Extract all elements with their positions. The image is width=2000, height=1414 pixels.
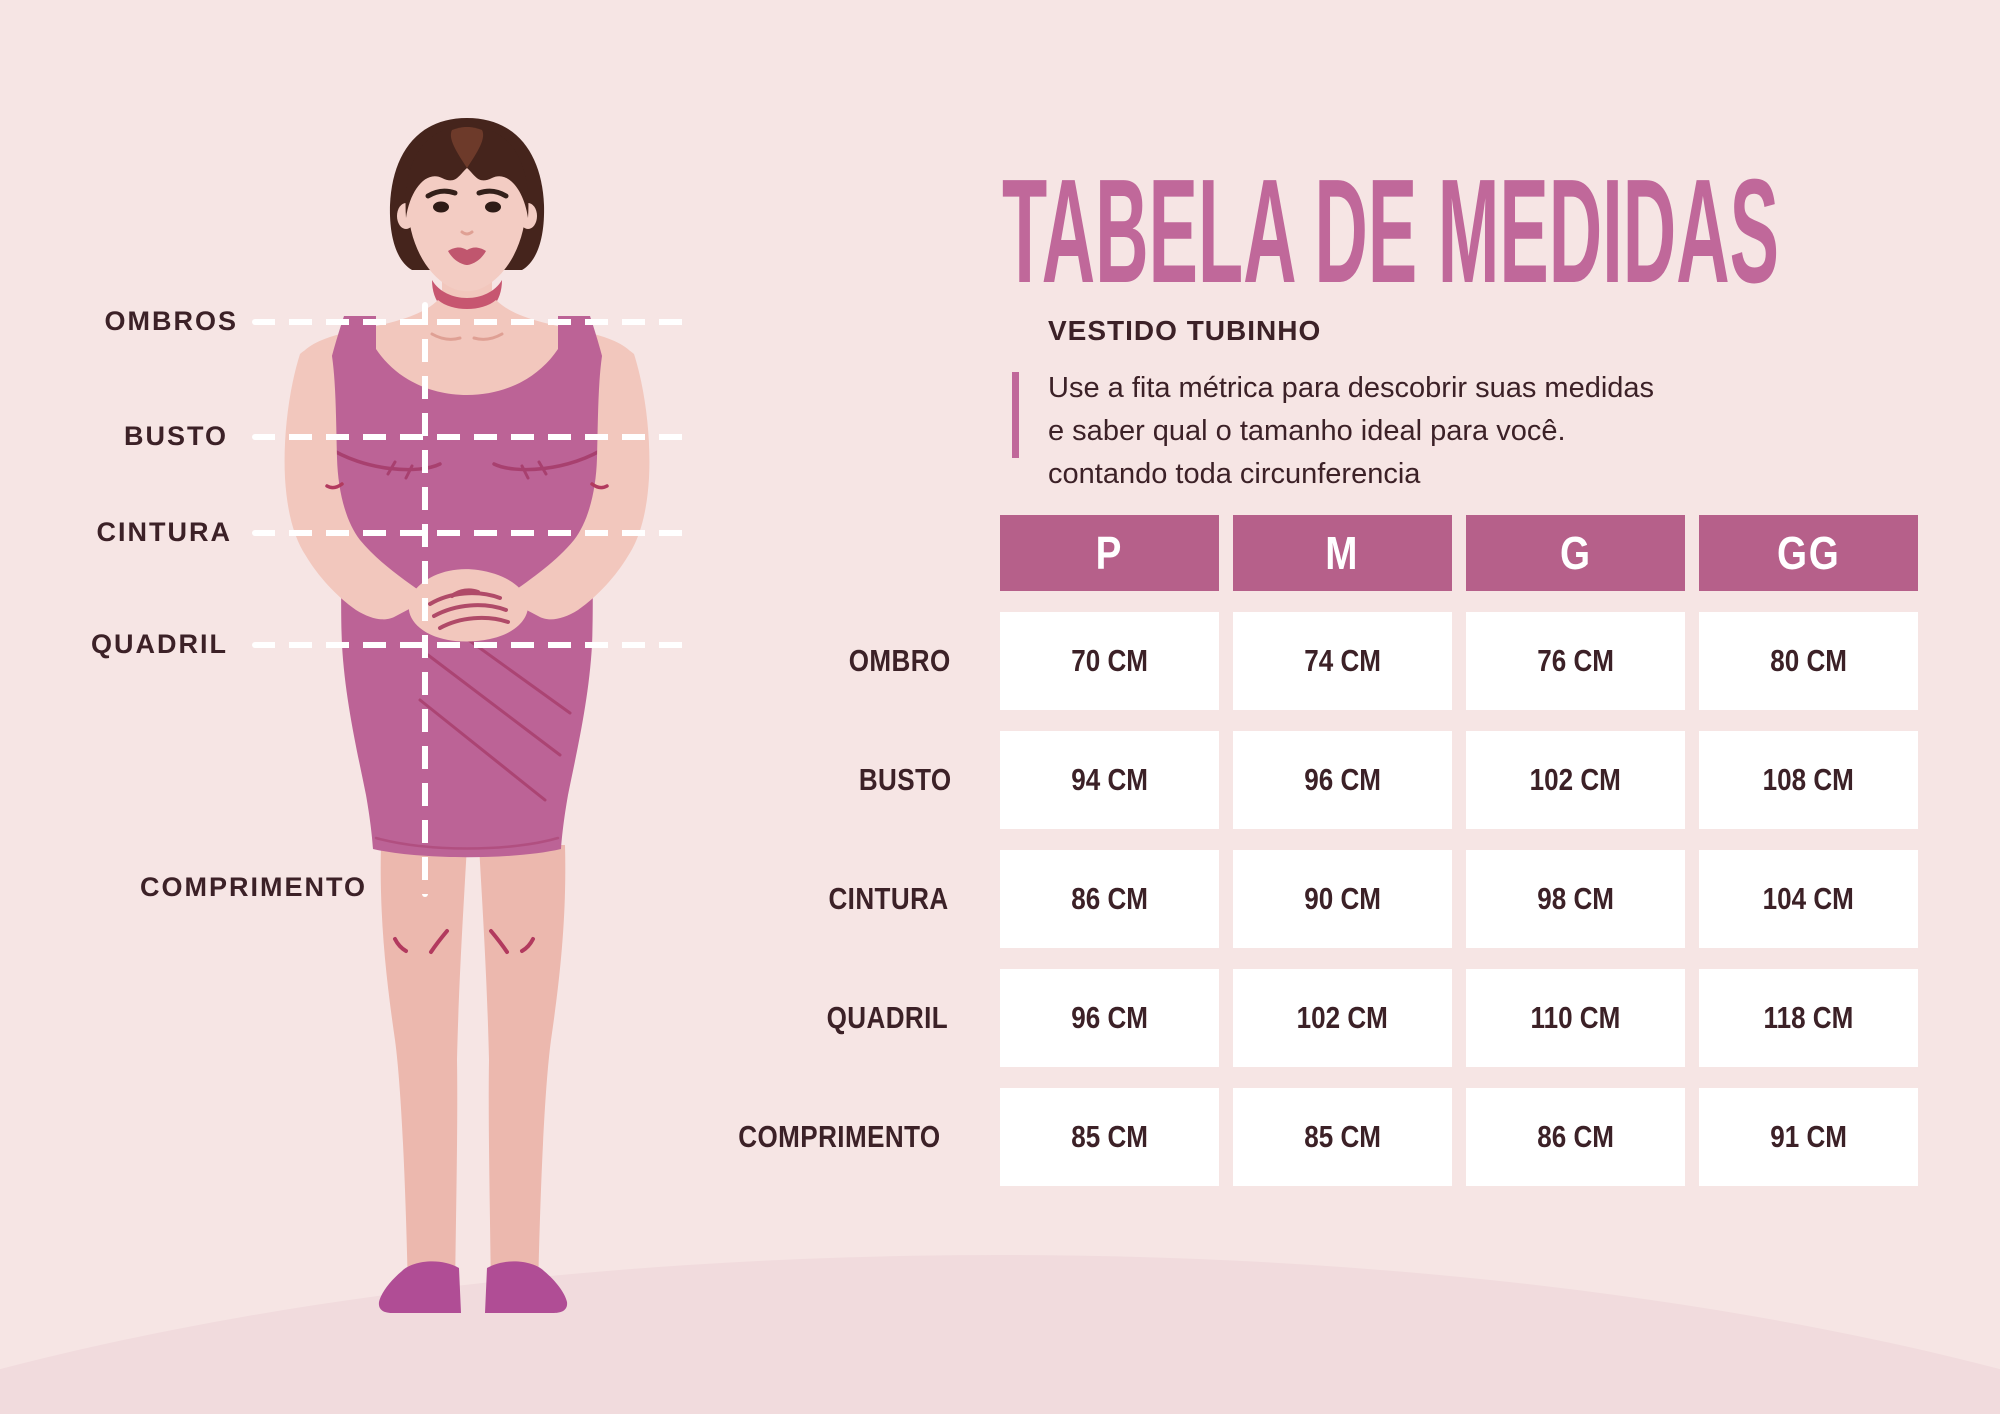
description-text: Use a fita métrica para descobrir suas m… [1048, 367, 1654, 496]
cell-cintura-p: 86 CM [1000, 850, 1219, 948]
shoes [378, 1261, 568, 1313]
guide-label-cintura: CINTURA [96, 517, 232, 547]
cell-ombro-g: 76 CM [1466, 612, 1685, 710]
cell-busto-g: 102 CM [1466, 731, 1685, 829]
guide-label-comprimento: COMPRIMENTO [139, 872, 367, 902]
row-label-ombro: OMBRO [848, 643, 951, 678]
row-label-quadril: QUADRIL [826, 1000, 949, 1035]
description-line-1: Use a fita métrica para descobrir suas m… [1048, 372, 1655, 404]
finger-lines [428, 588, 510, 630]
guide-label-busto: BUSTO [123, 421, 228, 451]
description-line-2: e saber qual o tamanho ideal para você. [1048, 415, 1566, 447]
guide-label-ombros: OMBROS [104, 306, 238, 336]
bust-guide-line [252, 434, 692, 440]
waist-guide-line [252, 530, 692, 536]
cell-quadril-m: 102 CM [1233, 969, 1452, 1067]
table-corner-spacer [760, 515, 986, 591]
cell-quadril-gg: 118 CM [1699, 969, 1918, 1067]
size-header-g: G [1466, 515, 1685, 591]
head [389, 118, 545, 292]
size-table: P M G GG OMBRO 70 CM 74 CM 76 CM 80 CM B… [738, 515, 1918, 1186]
hair-front [405, 126, 529, 218]
arms [284, 348, 650, 620]
hands [408, 569, 529, 642]
size-header-g-label: G [1559, 527, 1592, 579]
legs [380, 845, 566, 1293]
cell-busto-m: 96 CM [1233, 731, 1452, 829]
row-label-comprimento: COMPRIMENTO [738, 1119, 941, 1154]
cell-quadril-g: 110 CM [1466, 969, 1685, 1067]
hair-highlight [450, 127, 484, 168]
length-guide-line [422, 302, 428, 897]
cell-busto-p: 94 CM [1000, 731, 1219, 829]
size-header-gg-label: GG [1776, 527, 1841, 579]
description-line-3: contando toda circunferencia [1048, 458, 1421, 490]
cell-comprimento-gg: 91 CM [1699, 1088, 1918, 1186]
row-label-cintura: CINTURA [828, 881, 949, 916]
eyebrows [425, 188, 509, 199]
cell-busto-gg: 108 CM [1699, 731, 1918, 829]
description-accent-bar [1012, 372, 1019, 458]
elbow-creases [325, 482, 609, 490]
knee-marks [393, 929, 535, 954]
cell-comprimento-m: 85 CM [1233, 1088, 1452, 1186]
collarbone-marks [430, 332, 504, 341]
cell-comprimento-g: 86 CM [1466, 1088, 1685, 1186]
nose [460, 230, 474, 236]
eye-left [433, 201, 449, 213]
cell-ombro-p: 70 CM [1000, 612, 1219, 710]
cell-quadril-p: 96 CM [1000, 969, 1219, 1067]
eye-right [485, 201, 501, 213]
guide-label-quadril: QUADRIL [91, 629, 228, 659]
row-label-busto: BUSTO [858, 762, 952, 797]
size-header-gg: GG [1699, 515, 1918, 591]
hip-guide-line [252, 642, 692, 648]
cell-comprimento-p: 85 CM [1000, 1088, 1219, 1186]
lips [448, 247, 486, 265]
page-title: TABELA DE MEDIDAS [1002, 149, 1779, 314]
woman-illustration [284, 118, 650, 1313]
size-header-p-label: P [1095, 527, 1124, 579]
cell-ombro-gg: 80 CM [1699, 612, 1918, 710]
size-header-p: P [1000, 515, 1219, 591]
product-subtitle: VESTIDO TUBINHO [1048, 315, 1322, 346]
shoulder-guide-line [252, 319, 692, 325]
size-header-m: M [1233, 515, 1452, 591]
cell-cintura-g: 98 CM [1466, 850, 1685, 948]
cell-cintura-gg: 104 CM [1699, 850, 1918, 948]
cell-ombro-m: 74 CM [1233, 612, 1452, 710]
size-header-m-label: M [1325, 527, 1360, 579]
cell-cintura-m: 90 CM [1233, 850, 1452, 948]
